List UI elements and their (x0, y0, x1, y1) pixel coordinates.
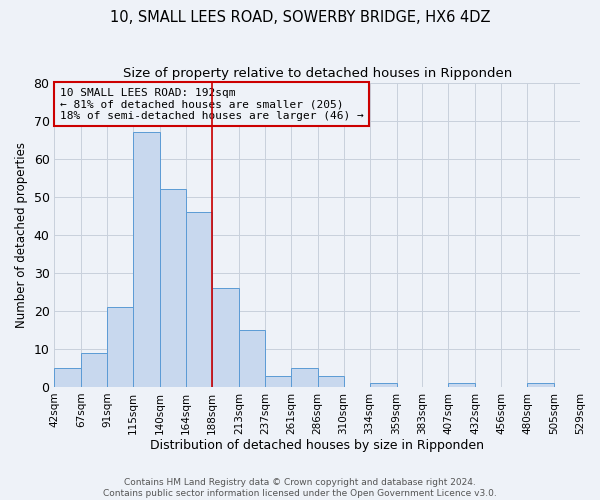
Text: 10 SMALL LEES ROAD: 192sqm
← 81% of detached houses are smaller (205)
18% of sem: 10 SMALL LEES ROAD: 192sqm ← 81% of deta… (59, 88, 364, 121)
Bar (318, 376, 344, 387)
Bar (527, 383, 554, 387)
Bar (212, 288, 239, 387)
Bar (107, 307, 133, 387)
Bar (265, 376, 291, 387)
Text: Contains HM Land Registry data © Crown copyright and database right 2024.
Contai: Contains HM Land Registry data © Crown c… (103, 478, 497, 498)
Bar (186, 212, 212, 387)
Bar (291, 368, 318, 387)
Bar (370, 383, 397, 387)
Bar (82, 353, 107, 387)
Bar (239, 330, 265, 387)
Y-axis label: Number of detached properties: Number of detached properties (15, 142, 28, 328)
X-axis label: Distribution of detached houses by size in Ripponden: Distribution of detached houses by size … (150, 440, 484, 452)
Bar (160, 190, 186, 387)
Title: Size of property relative to detached houses in Ripponden: Size of property relative to detached ho… (122, 68, 512, 80)
Bar (55, 368, 82, 387)
Text: 10, SMALL LEES ROAD, SOWERBY BRIDGE, HX6 4DZ: 10, SMALL LEES ROAD, SOWERBY BRIDGE, HX6… (110, 10, 490, 25)
Bar (133, 132, 160, 387)
Bar (448, 383, 475, 387)
